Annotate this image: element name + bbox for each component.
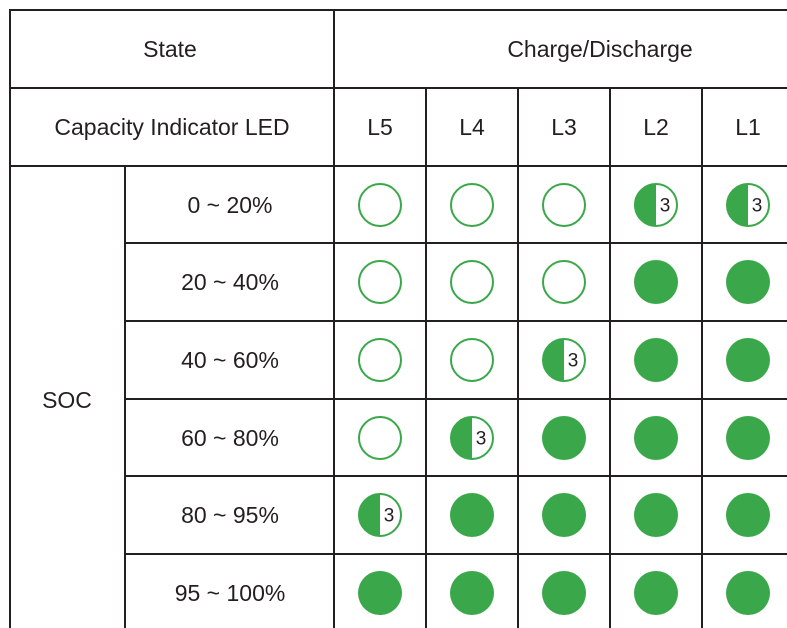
soc-range: 95 ~ 100% — [175, 580, 286, 606]
led-header: L3 — [551, 114, 577, 140]
led-header: L1 — [735, 114, 761, 140]
led-on — [450, 493, 494, 537]
led-on — [450, 571, 494, 615]
table-grid — [9, 9, 787, 628]
led-on — [726, 338, 770, 382]
led-off — [358, 416, 402, 460]
led-off — [358, 260, 402, 304]
led-off — [450, 260, 494, 304]
soc-range: 40 ~ 60% — [181, 347, 279, 373]
led-on — [726, 571, 770, 615]
led-off — [358, 183, 402, 227]
led-on — [542, 416, 586, 460]
led-off — [358, 338, 402, 382]
led-flash-half — [543, 339, 564, 381]
led-off — [450, 183, 494, 227]
flash-count: 3 — [752, 196, 763, 217]
led-off — [542, 260, 586, 304]
led-flash-half — [727, 184, 748, 226]
flash-count: 3 — [384, 506, 395, 527]
led-off — [450, 338, 494, 382]
soc-range: 0 ~ 20% — [187, 192, 272, 218]
led-off — [542, 183, 586, 227]
led-on — [634, 338, 678, 382]
led-header: L2 — [643, 114, 669, 140]
header-mode: Charge/Discharge — [507, 36, 692, 62]
led-flash-half — [451, 417, 472, 459]
header-state: State — [143, 36, 197, 62]
led-header: L4 — [459, 114, 485, 140]
led-on — [542, 571, 586, 615]
flash-count: 3 — [476, 429, 487, 450]
led-on — [634, 260, 678, 304]
led-on — [726, 260, 770, 304]
soc-range: 20 ~ 40% — [181, 269, 279, 295]
group-label: SOC — [42, 387, 92, 413]
led-on — [634, 416, 678, 460]
led-on — [542, 493, 586, 537]
led-on — [726, 416, 770, 460]
led-flash-half — [359, 494, 380, 536]
flash-count: 3 — [568, 351, 579, 372]
led-on — [634, 493, 678, 537]
soc-range: 80 ~ 95% — [181, 502, 279, 528]
led-on — [358, 571, 402, 615]
led-flash-half — [635, 184, 656, 226]
header-indicator: Capacity Indicator LED — [54, 114, 289, 140]
soc-range: 60 ~ 80% — [181, 425, 279, 451]
flash-count: 3 — [660, 196, 671, 217]
led-header: L5 — [367, 114, 393, 140]
led-on — [634, 571, 678, 615]
led-on — [726, 493, 770, 537]
